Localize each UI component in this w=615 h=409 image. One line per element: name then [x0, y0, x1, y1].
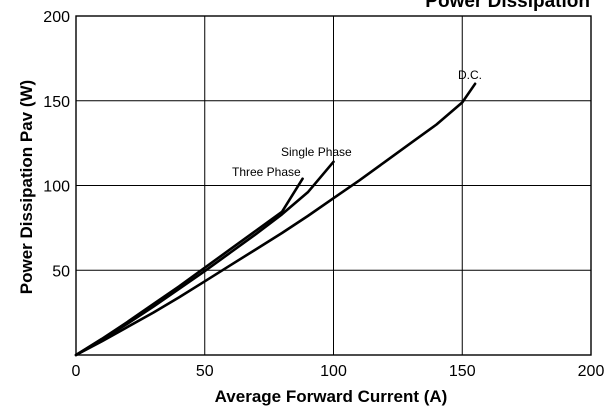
series-label-single-phase: Single Phase — [281, 145, 352, 159]
series-label-three-phase: Three Phase — [232, 165, 301, 179]
x-tick-label: 150 — [449, 363, 476, 380]
x-tick-label: 50 — [196, 363, 214, 380]
series-label-dc: D.C. — [458, 68, 482, 82]
x-axis-title: Average Forward Current (A) — [215, 387, 448, 406]
y-axis-title: Power Dissipation Pav (W) — [17, 80, 36, 294]
plot-area-frame — [75, 15, 592, 356]
x-tick-label: 100 — [320, 363, 347, 380]
x-tick-label: 0 — [72, 363, 81, 380]
x-tick-label: 200 — [578, 363, 605, 380]
series-line-single-phase — [74, 160, 335, 357]
y-tick-label: 100 — [43, 179, 70, 196]
y-tick-label: 200 — [43, 9, 70, 26]
series-layer — [74, 82, 477, 357]
tick-label-layer: 0 50 100 150 200 50 100 150 200 — [43, 9, 604, 380]
chart-title: Power Dissipation — [425, 0, 590, 12]
y-tick-label: 50 — [52, 263, 70, 280]
series-line-three-phase — [74, 177, 304, 357]
grid-layer — [76, 16, 591, 355]
series-line-d-c — [74, 82, 477, 357]
y-tick-label: 150 — [43, 94, 70, 111]
